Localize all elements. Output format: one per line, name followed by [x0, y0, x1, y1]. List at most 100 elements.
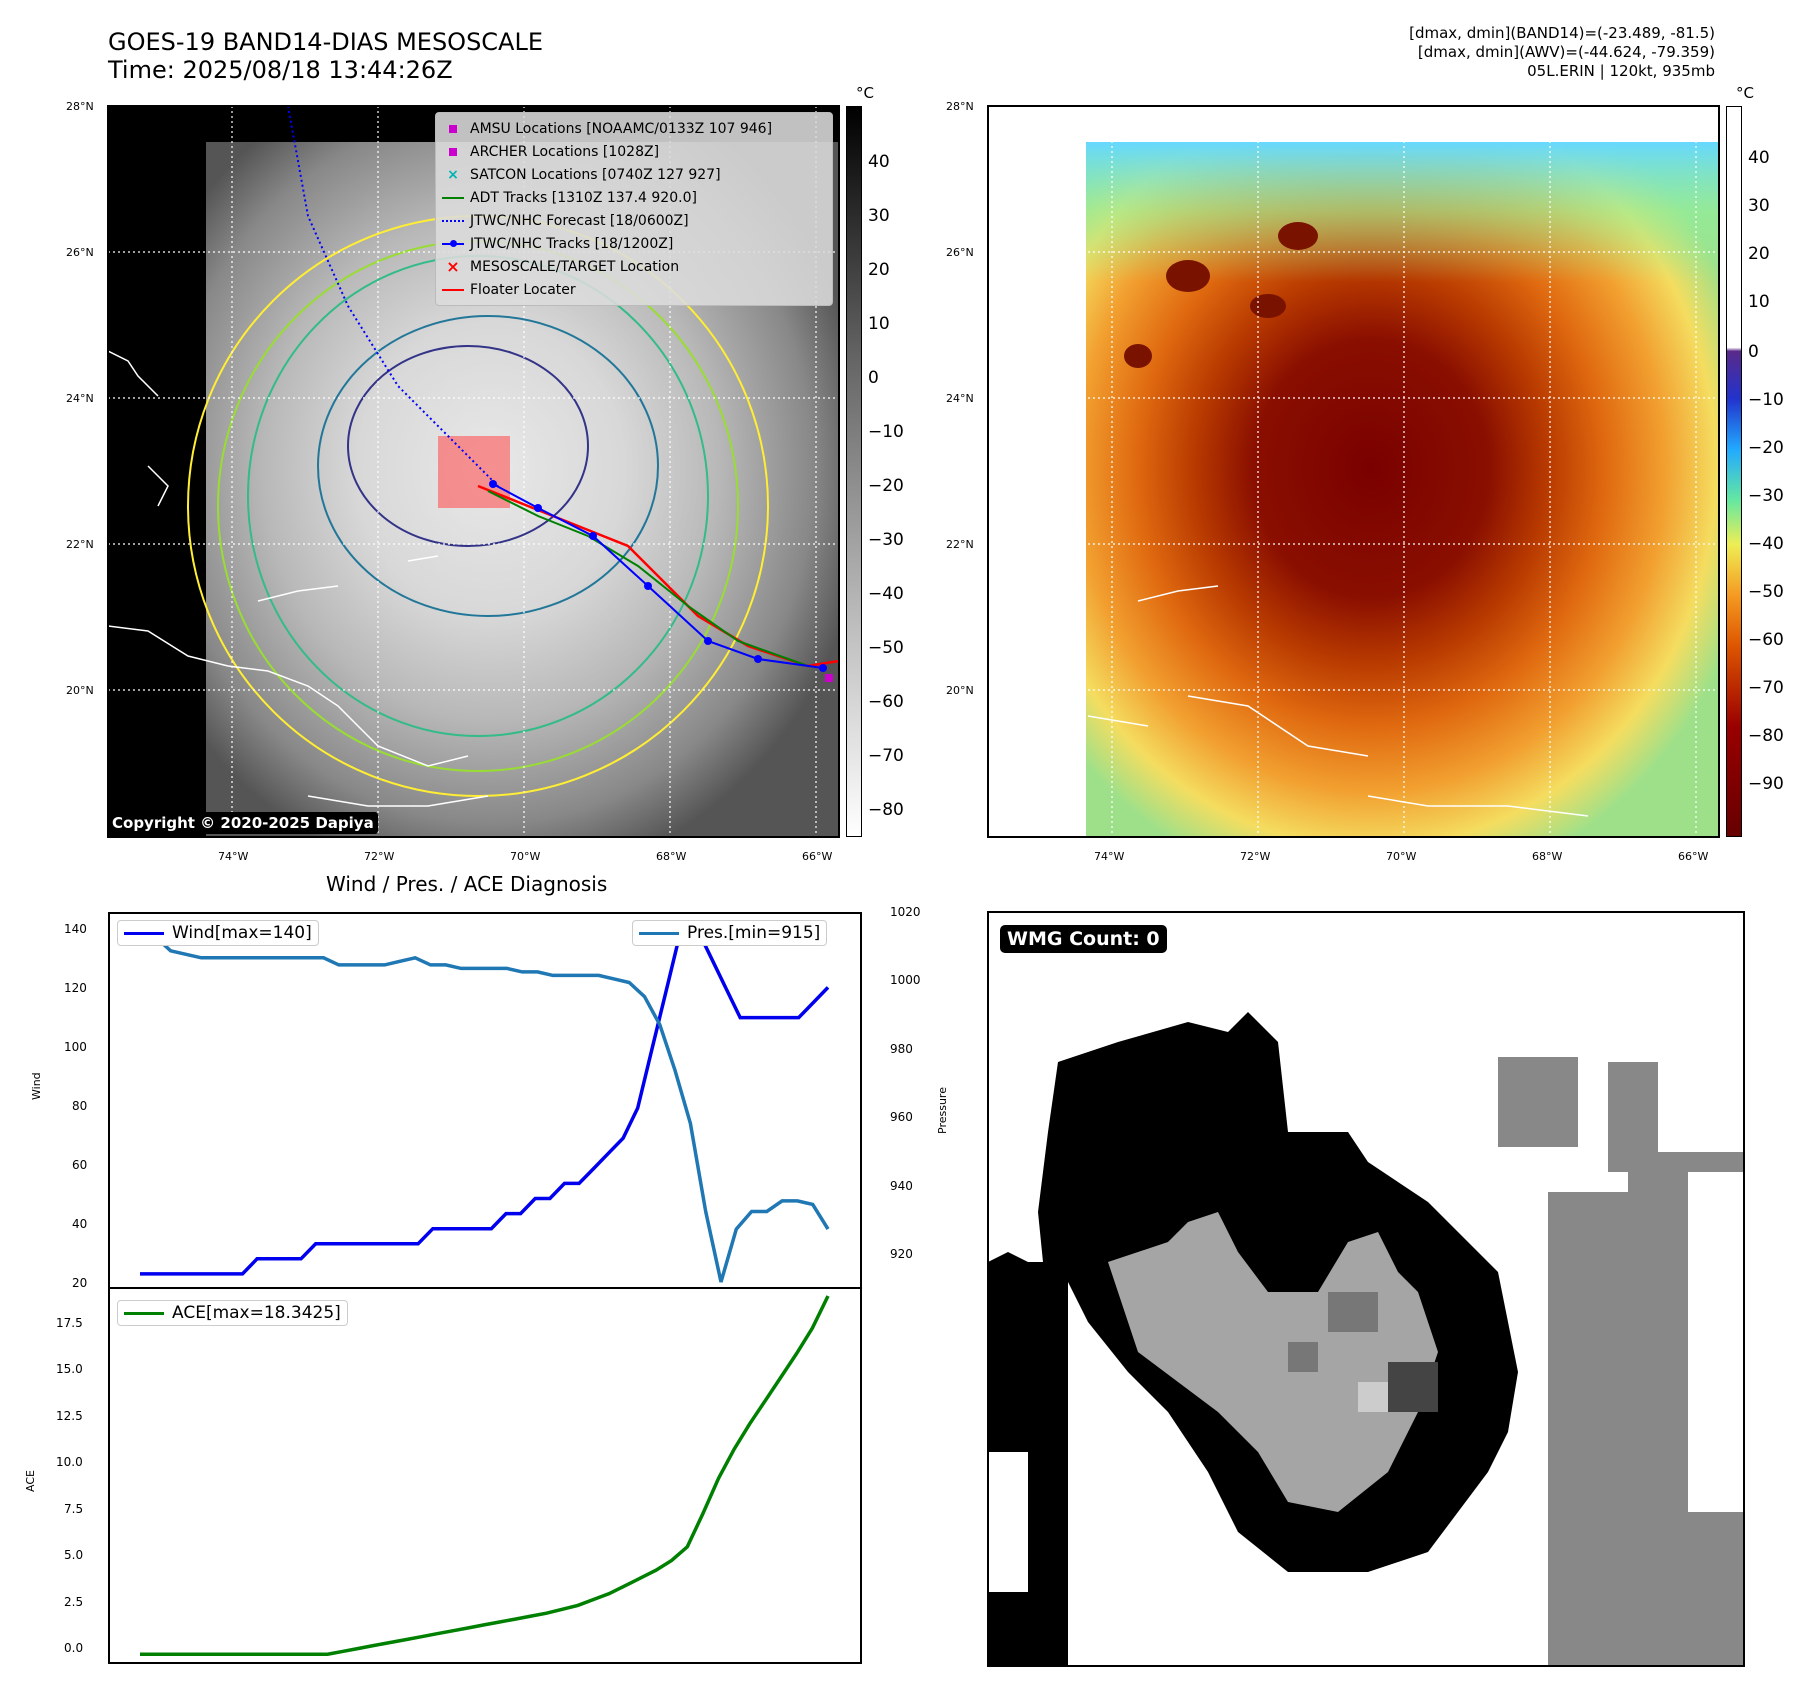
right-map-frame [987, 105, 1720, 838]
wmg-frame [987, 911, 1745, 1667]
copyright-label: Copyright © 2020-2025 Dapiya [108, 812, 378, 834]
legend-forecast: JTWC/NHC Forecast [18/0600Z] [436, 209, 832, 232]
colorbar-tick: −50 [868, 638, 904, 658]
lon-label: 68°W [656, 850, 687, 863]
colorbar-tick: −10 [1748, 390, 1784, 410]
colorbar-tick: 0 [1748, 342, 1759, 362]
legend-satcon: × SATCON Locations [0740Z 127 927] [436, 163, 832, 186]
lat-label: 20°N [66, 684, 94, 697]
legend-target: × MESOSCALE/TARGET Location [436, 255, 832, 278]
wind-tick: 40 [72, 1217, 88, 1231]
x-marker-icon: × [446, 257, 460, 276]
line-dot-icon [436, 239, 470, 247]
right-awv-map [988, 106, 1719, 837]
lon-label: 72°W [1240, 850, 1271, 863]
wind-tick: 20 [72, 1276, 88, 1290]
lon-label: 72°W [364, 850, 395, 863]
wmg-panel [988, 912, 1744, 1666]
line-icon [436, 196, 470, 199]
lon-label: 70°W [1386, 850, 1417, 863]
pressure-tick: 920 [890, 1247, 913, 1261]
wmg-grid-image [988, 912, 1744, 1666]
wind-axis-label: Wind [30, 1072, 43, 1100]
colorbar-tick: 30 [868, 206, 890, 226]
ace-tick: 2.5 [64, 1595, 84, 1609]
map-legend: AMSU Locations [NOAAMC/0133Z 107 946] AR… [435, 112, 833, 306]
colorbar-tick: −50 [1748, 582, 1784, 602]
colorbar-tick: 40 [868, 152, 890, 172]
lat-label: 22°N [66, 538, 94, 551]
legend-jtwc: JTWC/NHC Tracks [18/1200Z] [436, 232, 832, 255]
colorbar-tick: 20 [868, 260, 890, 280]
lat-label: 26°N [946, 246, 974, 259]
band14-range: [dmax, dmin](BAND14)=(-23.489, -81.5) [1409, 24, 1715, 42]
legend-adt: ADT Tracks [1310Z 137.4 920.0] [436, 186, 832, 209]
pressure-series-line [140, 934, 830, 1283]
x-marker-icon: × [447, 166, 459, 183]
amsu-marker [825, 674, 833, 682]
colorbar-tick: −40 [1748, 534, 1784, 554]
lon-label: 68°W [1532, 850, 1563, 863]
square-marker-icon [436, 124, 470, 133]
ace-tick: 12.5 [56, 1409, 83, 1423]
wmg-count-badge: WMG Count: 0 [1000, 925, 1167, 953]
ace-tick: 10.0 [56, 1455, 83, 1469]
pressure-tick: 1000 [890, 973, 921, 987]
lon-label: 74°W [1094, 850, 1125, 863]
ace-tick: 17.5 [56, 1316, 83, 1330]
awv-imagery [988, 106, 1719, 837]
colorbar-tick: 0 [868, 368, 879, 388]
wind-legend: Wind[max=140] [117, 920, 319, 946]
figure-timestamp: Time: 2025/08/18 13:44:26Z [108, 56, 453, 84]
colorbar-tick: −60 [1748, 630, 1784, 650]
lon-label: 66°W [1678, 850, 1709, 863]
ace-axis-label: ACE [24, 1470, 37, 1492]
colorbar-tick: −40 [868, 584, 904, 604]
line-icon [124, 1311, 164, 1315]
left-colorbar [846, 106, 862, 837]
colorbar-tick: −80 [868, 800, 904, 820]
ace-series-line [140, 1295, 830, 1656]
ace-tick: 5.0 [64, 1548, 84, 1562]
diagnosis-title: Wind / Pres. / ACE Diagnosis [326, 872, 608, 896]
colorbar-tick: −30 [1748, 486, 1784, 506]
pressure-tick: 940 [890, 1179, 913, 1193]
lat-label: 22°N [946, 538, 974, 551]
colorbar-unit: °C [856, 84, 874, 102]
figure-title: GOES-19 BAND14-DIAS MESOSCALE [108, 28, 544, 56]
ace-tick: 15.0 [56, 1362, 83, 1376]
dotted-line-icon [436, 219, 470, 222]
ace-plot [108, 1287, 862, 1664]
colorbar-tick: 30 [1748, 196, 1770, 216]
legend-floater: Floater Locater [436, 278, 832, 301]
wind-pressure-plot [108, 912, 862, 1289]
wind-tick: 60 [72, 1158, 88, 1172]
line-icon [639, 931, 679, 935]
colorbar-tick: −60 [868, 692, 904, 712]
lat-label: 28°N [66, 100, 94, 113]
colorbar-tick: −90 [1748, 774, 1784, 794]
wind-tick: 120 [64, 981, 87, 995]
pressure-tick: 960 [890, 1110, 913, 1124]
colorbar-tick: −20 [1748, 438, 1784, 458]
wind-tick: 80 [72, 1099, 88, 1113]
colorbar-tick: −20 [868, 476, 904, 496]
colorbar-tick: 40 [1748, 148, 1770, 168]
storm-info: 05L.ERIN | 120kt, 935mb [1527, 62, 1715, 80]
lon-label: 66°W [802, 850, 833, 863]
pressure-legend: Pres.[min=915] [632, 920, 828, 946]
left-map-frame [107, 105, 840, 838]
lon-label: 74°W [218, 850, 249, 863]
square-marker-icon [436, 147, 470, 156]
ace-tick: 0.0 [64, 1641, 84, 1655]
colorbar-tick: −70 [868, 746, 904, 766]
ace-legend: ACE[max=18.3425] [117, 1300, 348, 1326]
right-colorbar [1726, 106, 1742, 837]
pressure-axis-label: Pressure [936, 1087, 949, 1134]
lat-label: 20°N [946, 684, 974, 697]
line-icon [124, 931, 164, 935]
wind-series-line [140, 925, 830, 1276]
lat-label: 26°N [66, 246, 94, 259]
colorbar-tick: 20 [1748, 244, 1770, 264]
legend-archer: ARCHER Locations [1028Z] [436, 140, 832, 163]
